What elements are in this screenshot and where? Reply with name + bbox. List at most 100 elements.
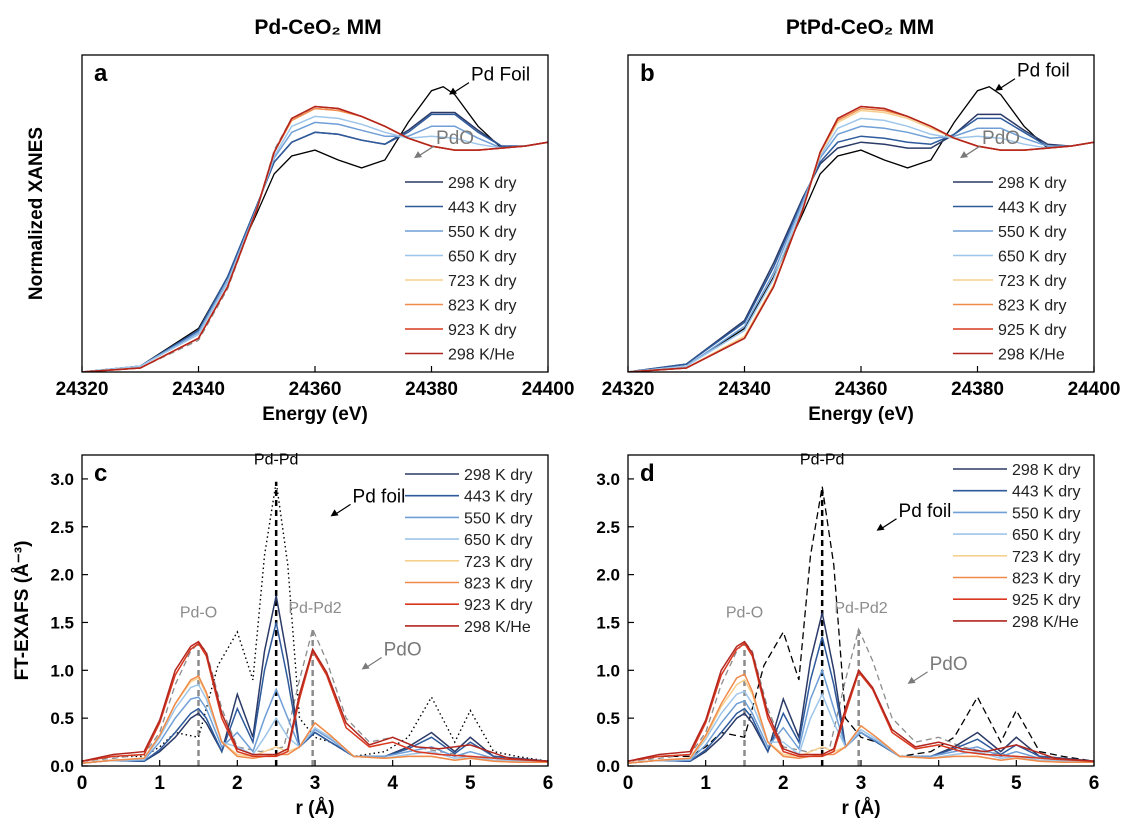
legend-label-b-3: 650 K dry (998, 249, 1066, 266)
x-tick-label-a-3: 24380 (405, 379, 458, 400)
legend-label-d-0: 298 K dry (1012, 462, 1080, 479)
legend-label-a-3: 650 K dry (448, 249, 516, 266)
chart-series-line-c-6 (82, 642, 548, 762)
annotation-arrowhead-c-3 (330, 509, 339, 517)
legend-label-c-4: 723 K dry (464, 554, 532, 571)
x-tick-label-c-1: 1 (154, 773, 165, 794)
x-tick-label-d-6: 6 (1089, 773, 1100, 794)
y-tick-label-c-0: 0.0 (50, 757, 74, 776)
x-tick-label-b-0: 24320 (602, 379, 655, 400)
chart-series-line-a-1 (82, 113, 548, 372)
y-axis-label-c: FT-EXAFS (Å⁻³) (12, 541, 33, 681)
chart-panel-c: 0 1 2 3 4 5 6 0.0 0.5 1.0 1.5 2.0 2.5 3.0 r (Å) FT-EXAF… (12, 452, 553, 819)
legend-label-c-6: 923 K dry (464, 597, 532, 614)
legend-label-a-0: 298 K dry (448, 175, 516, 192)
chart-series-line-c-3 (82, 683, 548, 764)
chart-reference-line-d-0 (628, 486, 1094, 762)
legend-label-b-5: 823 K dry (998, 298, 1066, 315)
figure-title-left: Pd-CeO₂ MM (254, 16, 381, 39)
legend-label-a-1: 443 K dry (448, 200, 516, 217)
annotation-label-c-2: Pd-Pd2 (288, 600, 341, 617)
legend-label-d-4: 723 K dry (1012, 549, 1080, 566)
legend-label-b-2: 550 K dry (998, 224, 1066, 241)
chart-series-line-b-3 (628, 117, 1094, 372)
annotation-label-d-4: PdO (930, 654, 968, 675)
panel-label-d: d (640, 460, 655, 487)
y-tick-label-c-1: 0.5 (50, 709, 74, 728)
y-tick-label-d-3: 1.5 (596, 613, 620, 632)
x-tick-label-d-5: 5 (1011, 773, 1022, 794)
y-tick-label-d-2: 1.0 (596, 661, 620, 680)
legend-label-c-7: 298 K/He (464, 619, 531, 636)
x-tick-label-c-5: 5 (465, 773, 476, 794)
chart-series-line-d-4 (628, 678, 1094, 764)
figure-title-right: PtPd-CeO₂ MM (786, 16, 934, 39)
chart-series-line-a-3 (82, 115, 548, 372)
chart-series-line-d-0 (628, 612, 1094, 764)
x-tick-label-c-0: 0 (77, 773, 88, 794)
legend-label-a-6: 923 K dry (448, 322, 516, 339)
chart-series-line-c-5 (82, 674, 548, 764)
chart-reference-line-c-1 (82, 627, 548, 762)
annotation-label-c-0: Pd-O (180, 605, 217, 622)
x-tick-label-b-1: 24340 (718, 379, 771, 400)
legend-label-d-5: 823 K dry (1012, 571, 1080, 588)
x-tick-label-c-6: 6 (543, 773, 554, 794)
y-axis-label-a: Normalized XANES (26, 127, 47, 300)
x-tick-label-b-4: 24400 (1068, 379, 1121, 400)
annotation-label-c-4: PdO (384, 640, 422, 661)
legend-label-c-5: 823 K dry (464, 576, 532, 593)
y-tick-label-c-2: 1.0 (50, 661, 74, 680)
annotation-arrowhead-a-1 (414, 151, 423, 159)
chart-series-line-c-0 (82, 595, 548, 764)
x-axis-label-d: r (Å) (841, 798, 880, 819)
chart-series-line-c-2 (82, 687, 548, 764)
annotation-arrowhead-d-3 (876, 523, 885, 531)
x-tick-label-b-3: 24380 (951, 379, 1004, 400)
x-axis-label-c: r (Å) (295, 798, 334, 819)
panel-label-b: b (640, 60, 655, 87)
y-tick-label-c-6: 3.0 (50, 470, 74, 489)
legend-label-c-2: 550 K dry (464, 510, 532, 527)
chart-series-line-d-6 (628, 642, 1094, 762)
chart-series-line-b-7 (628, 105, 1094, 372)
legend-label-b-0: 298 K dry (998, 175, 1066, 192)
legend-label-d-6: 925 K dry (1012, 592, 1080, 609)
y-tick-label-d-1: 0.5 (596, 709, 620, 728)
chart-series-line-d-7 (628, 640, 1094, 762)
x-tick-label-c-3: 3 (310, 773, 321, 794)
chart-series-line-c-7 (82, 640, 548, 762)
legend-label-d-1: 443 K dry (1012, 484, 1080, 501)
x-tick-label-a-1: 24340 (172, 379, 225, 400)
chart-series-line-d-3 (628, 690, 1094, 764)
chart-reference-line-d-1 (628, 627, 1094, 762)
annotation-label-d-1: Pd-Pd (800, 452, 844, 469)
x-tick-label-d-0: 0 (623, 773, 634, 794)
annotation-arrowhead-d-4 (907, 676, 916, 684)
legend-label-c-1: 443 K dry (464, 489, 532, 506)
chart-series-line-b-2 (628, 125, 1094, 372)
legend-label-c-3: 650 K dry (464, 532, 532, 549)
x-tick-label-d-2: 2 (778, 773, 789, 794)
x-tick-label-d-4: 4 (933, 773, 944, 794)
panel-label-a: a (94, 60, 108, 87)
legend-label-a-4: 723 K dry (448, 273, 516, 290)
annotation-arrowhead-c-4 (361, 662, 370, 670)
y-tick-label-d-5: 2.5 (596, 518, 620, 537)
y-tick-label-c-3: 1.5 (50, 613, 74, 632)
chart-series-line-d-1 (628, 636, 1094, 764)
annotation-label-b-0: Pd foil (1017, 61, 1070, 82)
x-tick-label-c-2: 2 (232, 773, 243, 794)
y-tick-label-c-4: 2.0 (50, 566, 74, 585)
chart-series-line-a-2 (82, 121, 548, 372)
chart-series-line-b-1 (628, 117, 1094, 372)
legend-label-b-6: 925 K dry (998, 322, 1066, 339)
chart-series-line-a-7 (82, 105, 548, 372)
x-tick-label-a-2: 24360 (289, 379, 342, 400)
chart-series-line-b-0 (628, 113, 1094, 372)
annotation-label-d-0: Pd-O (726, 605, 763, 622)
chart-panel-a: 24320 24340 24360 24380 24400 Energy (eV) Norm… (26, 54, 574, 425)
legend-label-a-7: 298 K/He (448, 347, 515, 364)
chart-panel-b: 24320 24340 24360 24380 24400 Energy (eV) b Pd … (602, 54, 1121, 425)
